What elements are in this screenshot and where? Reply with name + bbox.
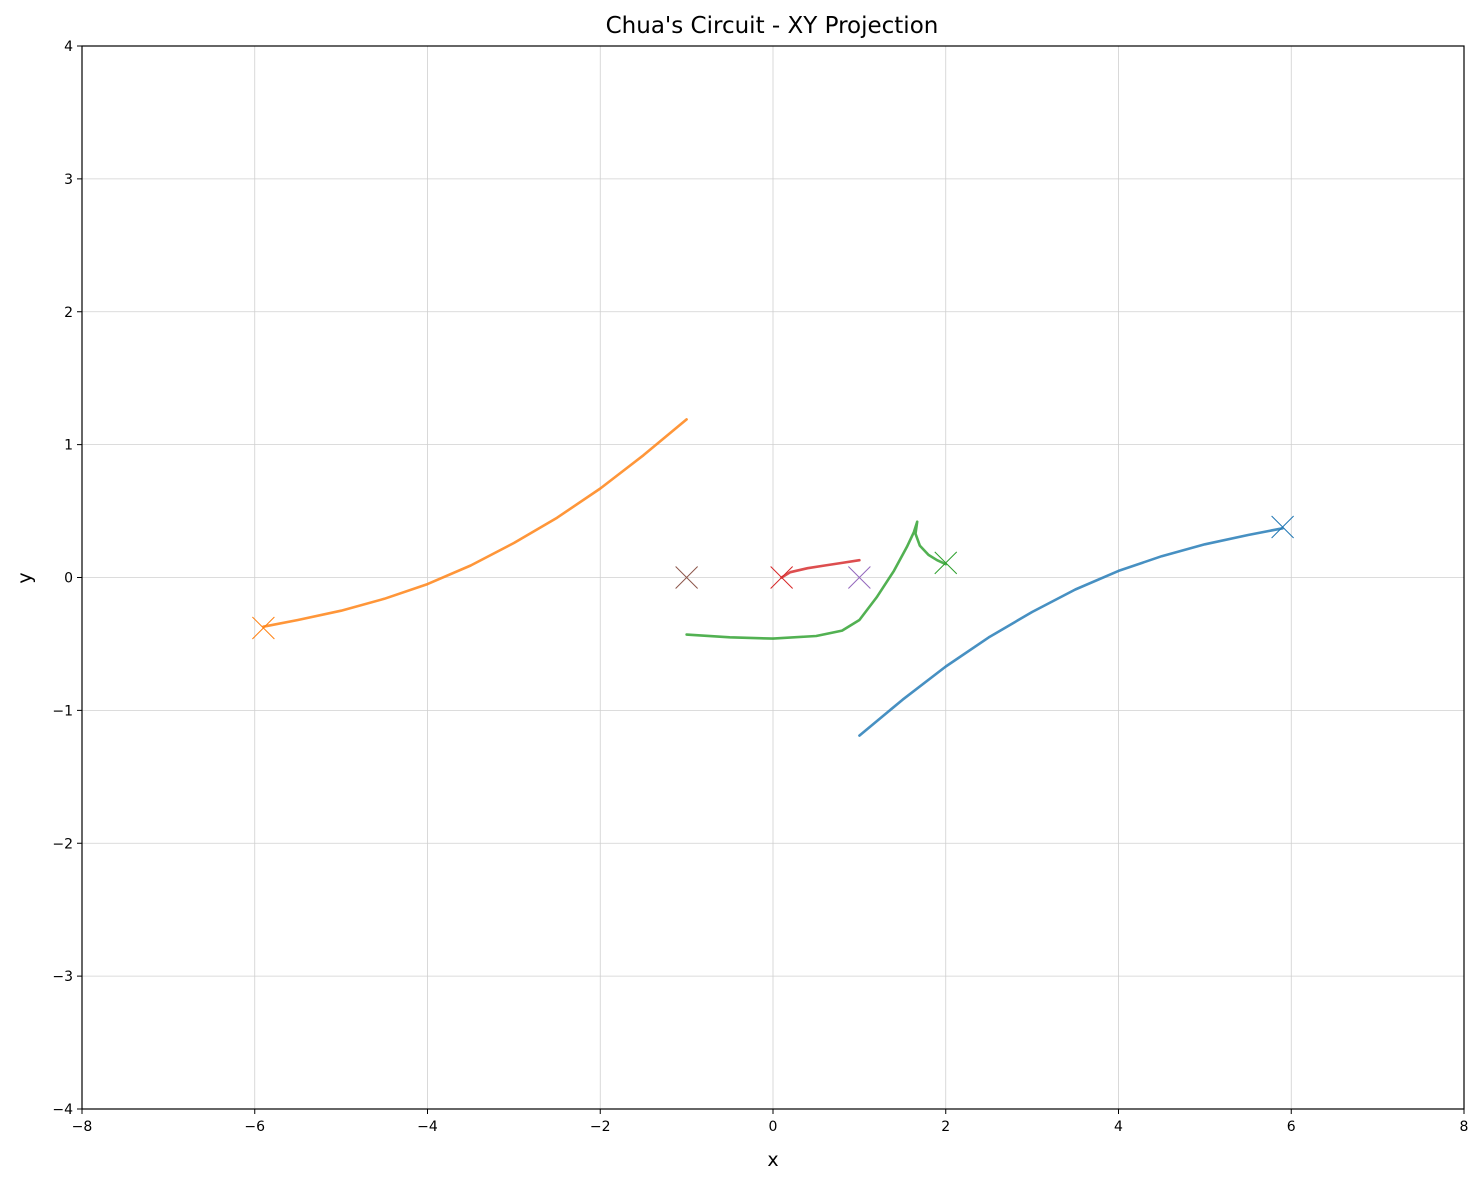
series-4-end-marker bbox=[770, 566, 793, 589]
series-6-end-marker bbox=[675, 566, 698, 589]
chart-title: Chua's Circuit - XY Projection bbox=[606, 13, 939, 39]
y-axis-label: y bbox=[14, 572, 36, 583]
series-5-end-marker bbox=[848, 566, 871, 589]
y-axis: −4 −3 −2 −1 0 1 2 3 4 bbox=[52, 39, 82, 1118]
y-tick-label: 0 bbox=[64, 571, 73, 587]
y-tick-label: 1 bbox=[64, 438, 73, 454]
y-tick-label: 4 bbox=[64, 39, 73, 55]
y-tick-label: −3 bbox=[52, 969, 73, 985]
x-tick-label: 8 bbox=[1460, 1119, 1469, 1135]
x-tick-label: −2 bbox=[590, 1119, 611, 1135]
y-tick-label: 2 bbox=[64, 305, 73, 321]
x-axis: −8 −6 −4 −2 0 2 4 6 8 bbox=[72, 1109, 1469, 1135]
x-tick-label: 6 bbox=[1287, 1119, 1296, 1135]
series-1-line bbox=[858, 526, 1284, 737]
y-tick-label: −2 bbox=[52, 836, 73, 852]
y-tick-label: −1 bbox=[52, 703, 73, 719]
series-2-line bbox=[262, 418, 688, 629]
x-axis-label: x bbox=[767, 1149, 778, 1171]
series-2-end-marker bbox=[252, 616, 275, 640]
x-tick-label: −4 bbox=[417, 1119, 438, 1135]
series-1-end-marker bbox=[1271, 515, 1294, 539]
series-3-end-marker bbox=[934, 551, 958, 575]
y-tick-label: −4 bbox=[52, 1102, 73, 1118]
series-layer bbox=[252, 418, 1294, 737]
x-tick-label: −8 bbox=[72, 1119, 93, 1135]
y-tick-label: 3 bbox=[64, 172, 73, 188]
x-tick-label: 2 bbox=[941, 1119, 950, 1135]
x-tick-label: 0 bbox=[769, 1119, 778, 1135]
x-tick-label: 4 bbox=[1114, 1119, 1123, 1135]
x-tick-label: −6 bbox=[244, 1119, 265, 1135]
series-4-line bbox=[780, 558, 861, 579]
series-3-line bbox=[685, 520, 948, 640]
